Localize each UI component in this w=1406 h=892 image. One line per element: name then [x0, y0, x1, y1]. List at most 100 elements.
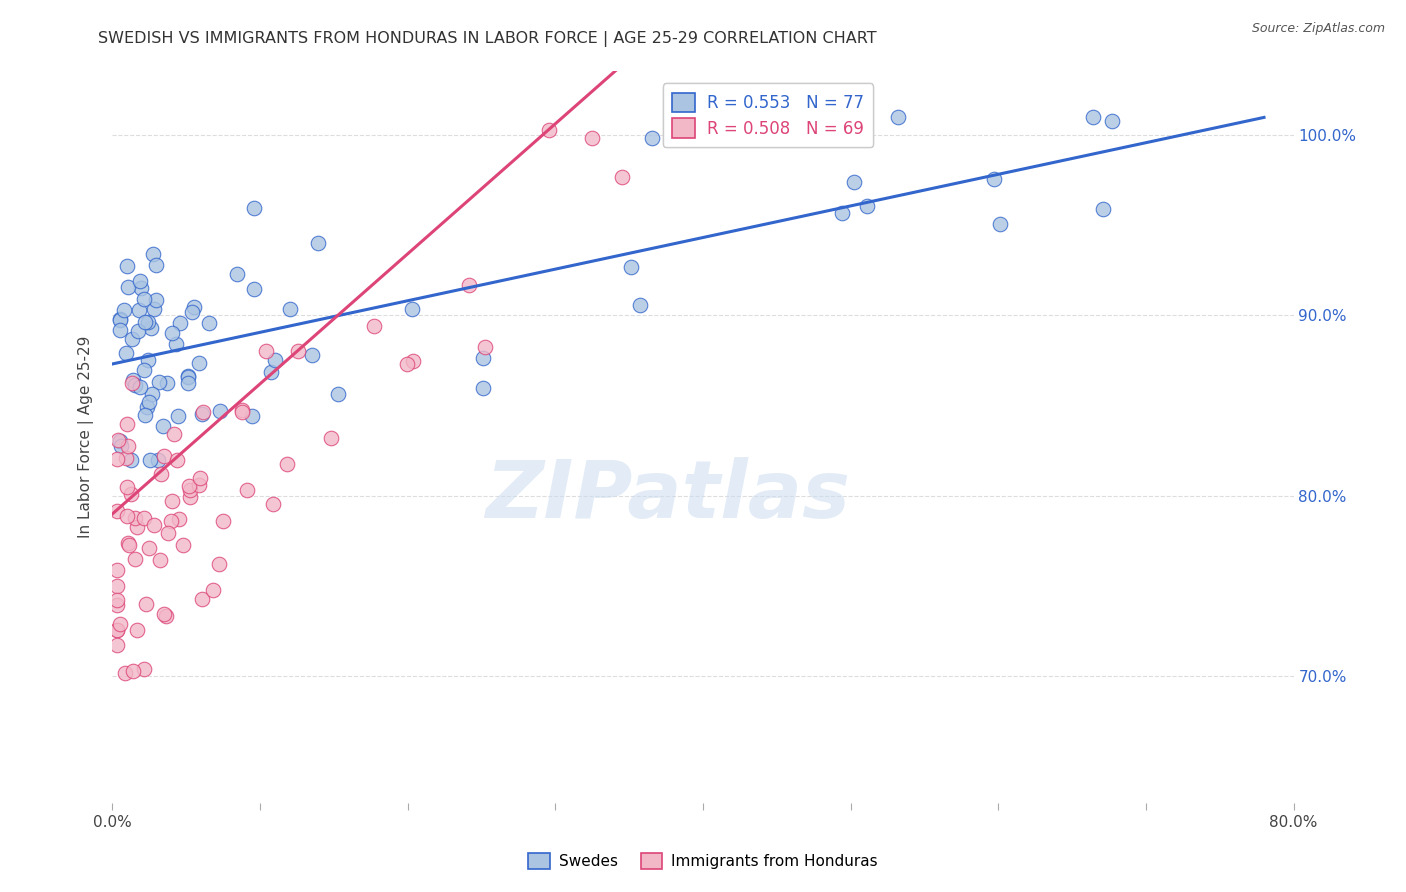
Point [105, 639, 128, 653]
Point [127, 324, 149, 338]
Point [619, 260, 641, 274]
Point [641, 131, 664, 145]
Point [124, 377, 146, 392]
Point [259, 365, 281, 379]
Point [179, 490, 201, 504]
Point [138, 541, 160, 555]
Point [201, 582, 224, 597]
Point [166, 452, 188, 467]
Point [108, 312, 131, 326]
Point [678, 110, 700, 124]
Point [301, 348, 323, 362]
Point [156, 376, 179, 390]
Point [132, 363, 155, 377]
Point [831, 206, 853, 220]
Point [208, 558, 231, 572]
Point [326, 387, 349, 401]
Point [115, 417, 138, 431]
Point [136, 315, 159, 329]
Point [610, 169, 633, 184]
Point [150, 467, 173, 482]
Point [457, 278, 479, 293]
Point [208, 404, 231, 418]
Point [146, 452, 169, 467]
Point [115, 346, 138, 360]
Point [115, 451, 138, 466]
Point [121, 376, 143, 390]
Point [191, 407, 214, 421]
Point [125, 520, 148, 534]
Point [108, 434, 131, 448]
Point [117, 536, 139, 550]
Legend: R = 0.553   N = 77, R = 0.508   N = 69: R = 0.553 N = 77, R = 0.508 N = 69 [662, 83, 873, 147]
Point [134, 292, 156, 306]
Point [115, 508, 138, 523]
Point [141, 387, 163, 401]
Point [128, 303, 150, 318]
Point [108, 617, 131, 632]
Point [128, 380, 150, 394]
Point [120, 452, 142, 467]
Point [167, 512, 190, 526]
Point [124, 511, 146, 525]
Point [112, 302, 135, 317]
Point [108, 323, 131, 337]
Point [152, 419, 174, 434]
Point [191, 592, 214, 607]
Point [176, 376, 198, 390]
Point [1092, 202, 1115, 217]
Point [744, 115, 766, 129]
Point [138, 452, 160, 467]
Point [142, 301, 165, 316]
Point [117, 439, 139, 453]
Point [240, 409, 263, 423]
Point [231, 402, 253, 417]
Point [262, 497, 284, 511]
Point [165, 337, 187, 351]
Point [136, 352, 159, 367]
Point [129, 274, 152, 288]
Point [105, 624, 128, 638]
Point [134, 511, 156, 525]
Point [231, 404, 253, 418]
Point [142, 247, 165, 261]
Point [121, 373, 143, 387]
Point [105, 623, 128, 637]
Point [287, 343, 309, 358]
Point [105, 598, 128, 612]
Point [124, 552, 146, 566]
Point [226, 268, 249, 282]
Point [1101, 114, 1123, 128]
Point [115, 479, 138, 493]
Point [115, 260, 138, 274]
Point [132, 661, 155, 675]
Point [307, 236, 329, 251]
Point [145, 293, 167, 308]
Point [110, 439, 132, 453]
Point [179, 483, 201, 498]
Point [162, 494, 184, 508]
Point [276, 458, 298, 472]
Point [105, 592, 128, 607]
Text: Source: ZipAtlas.com: Source: ZipAtlas.com [1251, 22, 1385, 36]
Point [402, 354, 425, 368]
Point [983, 171, 1005, 186]
Text: ZIPatlas: ZIPatlas [485, 457, 851, 534]
Point [395, 357, 418, 371]
Point [581, 131, 603, 145]
Point [129, 281, 152, 295]
Point [363, 318, 385, 333]
Text: SWEDISH VS IMMIGRANTS FROM HONDURAS IN LABOR FORCE | AGE 25-29 CORRELATION CHART: SWEDISH VS IMMIGRANTS FROM HONDURAS IN L… [98, 31, 877, 47]
Point [118, 538, 141, 552]
Point [134, 315, 156, 329]
Point [160, 514, 183, 528]
Point [105, 452, 128, 467]
Point [120, 487, 142, 501]
Point [177, 478, 200, 492]
Point [243, 201, 266, 215]
Point [121, 664, 143, 678]
Point [139, 321, 162, 335]
Point [121, 332, 143, 346]
Point [887, 110, 910, 124]
Point [263, 353, 285, 368]
